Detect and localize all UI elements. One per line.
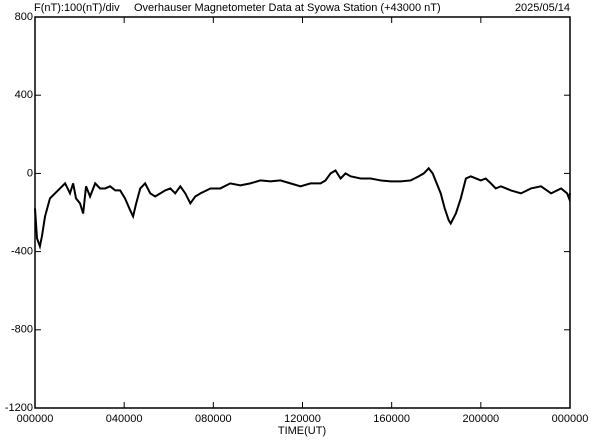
y-tick-label: 400 <box>15 89 33 101</box>
chart-subtitle: F(nT):100(nT)/div <box>34 2 120 14</box>
chart-date: 2025/05/14 <box>515 2 570 14</box>
y-tick-label: -800 <box>11 324 33 336</box>
x-axis-label: TIME(UT) <box>278 425 326 437</box>
data-line <box>34 166 571 251</box>
chart-title: Overhauser Magnetometer Data at Syowa St… <box>134 2 441 14</box>
x-tick-label: 200000 <box>462 413 499 425</box>
x-tick-label: 120000 <box>284 413 321 425</box>
x-tick-label: 080000 <box>195 413 232 425</box>
y-tick-label: -400 <box>11 246 33 258</box>
x-tick-label: 000000 <box>17 413 54 425</box>
y-tick-label: -1200 <box>5 402 33 414</box>
x-tick-label: 040000 <box>106 413 143 425</box>
x-tick-label: 160000 <box>373 413 410 425</box>
x-tick-label: 000000 <box>552 413 589 425</box>
y-tick-label: 0 <box>27 167 33 179</box>
y-tick-label: 800 <box>15 11 33 23</box>
